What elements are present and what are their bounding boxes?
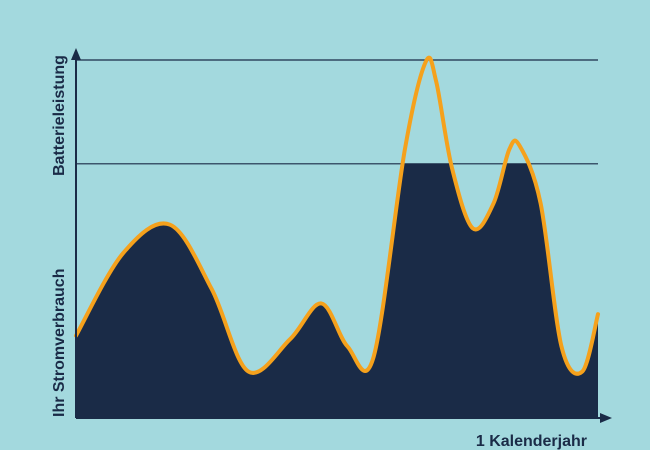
x-axis-arrow-icon (600, 413, 612, 423)
y-axis-label-consumption: Ihr Stromverbrauch (51, 269, 68, 417)
consumption-line (74, 55, 600, 376)
y-axis-arrow-icon (71, 48, 81, 60)
y-axis-label-battery: Batterieleistung (51, 55, 68, 176)
consumption-area (76, 163, 598, 418)
x-axis-label: 1 Kalenderjahr (476, 433, 587, 450)
